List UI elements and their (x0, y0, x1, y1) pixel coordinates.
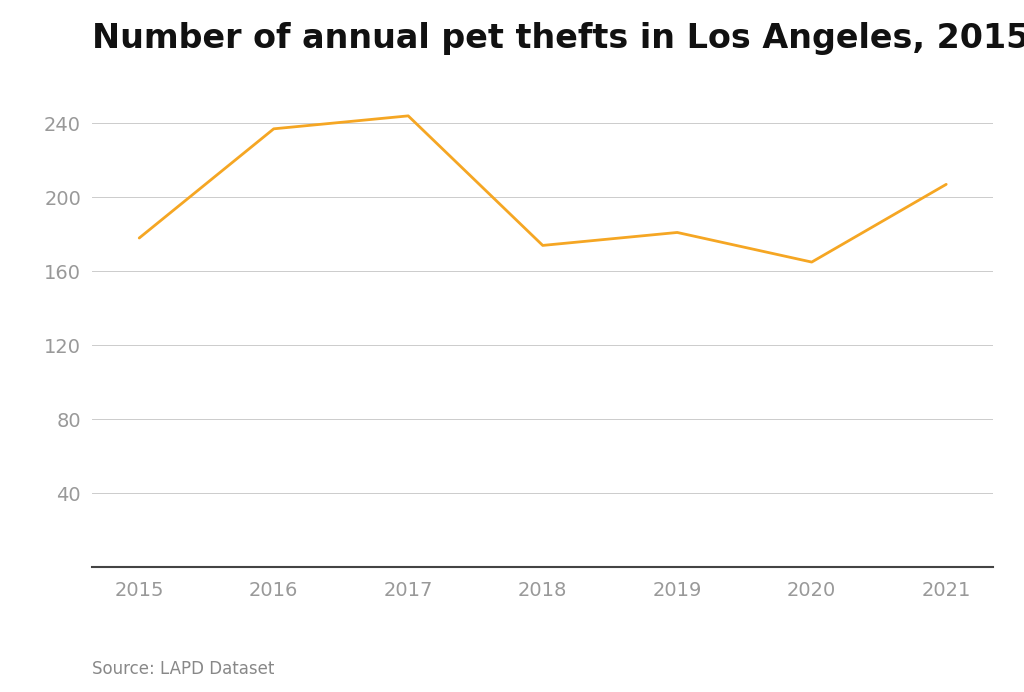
Text: Source: LAPD Dataset: Source: LAPD Dataset (92, 660, 274, 678)
Text: Number of annual pet thefts in Los Angeles, 2015-2021: Number of annual pet thefts in Los Angel… (92, 22, 1024, 55)
